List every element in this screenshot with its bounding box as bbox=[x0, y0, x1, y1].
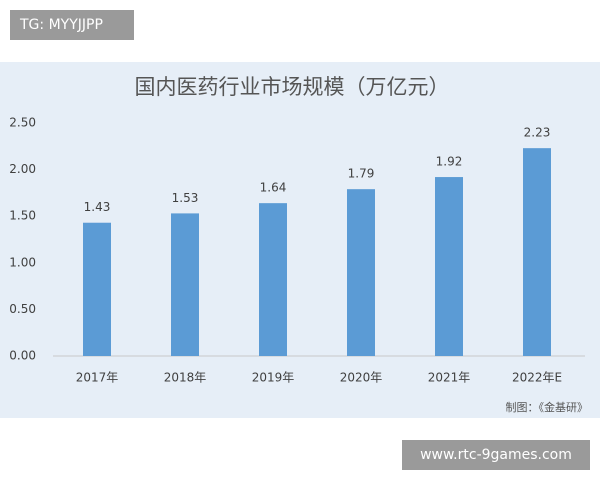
value-label: 1.79 bbox=[348, 167, 375, 181]
x-tick-label: 2017年 bbox=[76, 371, 119, 385]
watermark-box bbox=[402, 440, 590, 470]
watermark-box bbox=[10, 10, 134, 40]
y-tick-label: 2.00 bbox=[9, 162, 36, 176]
x-tick-label: 2021年 bbox=[428, 371, 471, 385]
value-label: 1.64 bbox=[260, 181, 287, 195]
y-tick-label: 0.50 bbox=[9, 302, 36, 316]
y-tick-label: 2.50 bbox=[9, 116, 36, 130]
x-tick-label: 2019年 bbox=[252, 371, 295, 385]
bar bbox=[435, 177, 463, 356]
value-label: 1.92 bbox=[436, 155, 463, 169]
y-tick-label: 0.00 bbox=[9, 349, 36, 363]
bar bbox=[171, 213, 199, 356]
bar bbox=[347, 189, 375, 356]
y-tick-label: 1.00 bbox=[9, 255, 36, 269]
source-note: 制图：《金基研》 bbox=[506, 400, 589, 414]
value-label: 2.23 bbox=[524, 126, 551, 140]
chart-title: 国内医药行业市场规模（万亿元） bbox=[135, 75, 450, 99]
value-label: 1.53 bbox=[172, 191, 199, 205]
x-tick-label: 2022年E bbox=[512, 371, 562, 385]
bar bbox=[83, 222, 111, 356]
bar bbox=[523, 148, 551, 356]
y-tick-label: 1.50 bbox=[9, 209, 36, 223]
value-label: 1.43 bbox=[84, 200, 111, 214]
watermark-text: www.rtc-9games.com bbox=[420, 447, 572, 463]
x-tick-label: 2018年 bbox=[164, 371, 207, 385]
x-tick-label: 2020年 bbox=[340, 371, 383, 385]
bar bbox=[259, 203, 287, 356]
watermark-text: TG: MYYJJPP bbox=[19, 17, 103, 33]
